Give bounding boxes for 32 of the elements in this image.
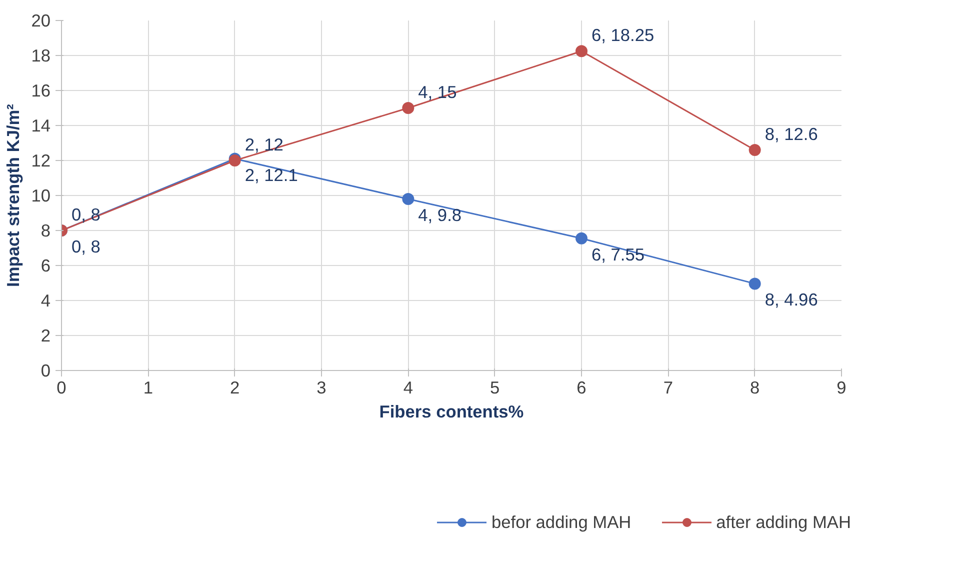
- x-tick-label: 1: [143, 378, 153, 398]
- y-tick-label: 18: [31, 46, 51, 66]
- y-tick-label: 10: [31, 186, 51, 206]
- x-tick-label: 5: [490, 378, 500, 398]
- y-tick-label: 4: [40, 290, 51, 310]
- x-tick-label: 2: [230, 378, 240, 398]
- y-tick-label: 8: [40, 220, 51, 240]
- y-axis-title: Impact strength KJ/m²: [3, 104, 24, 287]
- legend-label: befor adding MAH: [491, 512, 632, 532]
- y-tick-label: 0: [40, 360, 51, 380]
- y-tick-label: 16: [31, 80, 51, 100]
- x-tick-label: 4: [403, 378, 414, 398]
- x-tick-label: 7: [663, 378, 673, 398]
- x-tick-label: 9: [836, 378, 846, 398]
- data-label: 2, 12.1: [244, 164, 298, 185]
- y-tick-label: 6: [40, 256, 51, 276]
- data-label: 6, 18.25: [592, 25, 654, 46]
- x-tick-label: 8: [750, 378, 760, 398]
- data-label: 4, 9.8: [418, 205, 462, 225]
- x-tick-label: 0: [56, 378, 66, 398]
- y-tick-label: 14: [31, 116, 51, 136]
- y-tick-label: 12: [31, 150, 51, 170]
- legend-label: after adding MAH: [716, 512, 851, 532]
- data-label: 6, 7.55: [592, 244, 644, 264]
- x-axis-title: Fibers contents%: [379, 402, 524, 422]
- y-tick-label: 2: [40, 326, 51, 346]
- data-label: 0, 8: [72, 236, 100, 256]
- y-tick-label: 20: [31, 10, 51, 30]
- x-tick-label: 3: [316, 378, 326, 398]
- data-label: 8, 4.96: [764, 290, 818, 310]
- x-tick-label: 6: [576, 378, 586, 398]
- data-label: 8, 12.6: [764, 124, 818, 144]
